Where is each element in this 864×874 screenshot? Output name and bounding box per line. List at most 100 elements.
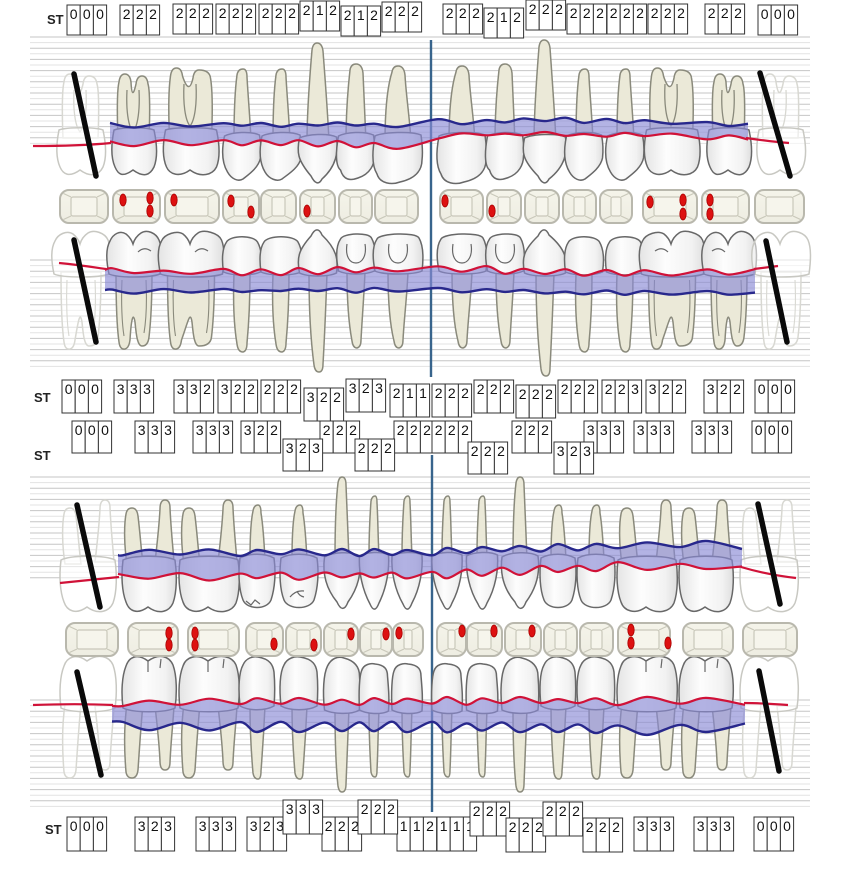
svg-text:3: 3 [212,818,220,834]
svg-text:2: 2 [320,389,328,405]
svg-text:3: 3 [649,381,657,397]
svg-text:2: 2 [189,5,197,21]
svg-text:3: 3 [650,818,658,834]
svg-text:3: 3 [250,818,258,834]
svg-text:1: 1 [400,818,408,834]
svg-text:2: 2 [471,443,479,459]
svg-text:2: 2 [333,389,341,405]
svg-text:3: 3 [695,422,703,438]
svg-text:3: 3 [299,801,307,817]
svg-text:3: 3 [151,422,159,438]
svg-text:3: 3 [117,381,125,397]
svg-text:3: 3 [143,381,151,397]
svg-text:2: 2 [257,422,265,438]
svg-text:2: 2 [277,381,285,397]
svg-text:3: 3 [375,380,383,396]
svg-text:1: 1 [413,818,421,834]
svg-text:2: 2 [176,5,184,21]
svg-text:3: 3 [312,801,320,817]
svg-text:2: 2 [262,5,270,21]
svg-text:2: 2 [358,440,366,456]
svg-text:3: 3 [130,381,138,397]
svg-text:0: 0 [787,6,795,22]
svg-text:2: 2 [535,819,543,835]
svg-text:0: 0 [771,381,779,397]
svg-text:2: 2 [490,381,498,397]
svg-text:3: 3 [190,381,198,397]
svg-text:2: 2 [370,7,378,23]
svg-text:0: 0 [755,422,763,438]
svg-text:2: 2 [618,381,626,397]
svg-text:0: 0 [83,6,91,22]
svg-text:3: 3 [697,818,705,834]
svg-text:2: 2 [513,9,521,25]
svg-text:2: 2 [572,803,580,819]
svg-text:3: 3 [164,818,172,834]
svg-text:2: 2 [397,422,405,438]
svg-text:2: 2 [675,381,683,397]
svg-text:3: 3 [177,381,185,397]
svg-text:2: 2 [219,5,227,21]
svg-text:3: 3 [307,389,315,405]
svg-text:2: 2 [623,5,631,21]
svg-text:0: 0 [91,381,99,397]
svg-text:2: 2 [303,2,311,18]
svg-text:2: 2 [448,385,456,401]
svg-text:2: 2 [610,5,618,21]
svg-text:1: 1 [453,818,461,834]
svg-text:2: 2 [245,5,253,21]
svg-text:2: 2 [299,440,307,456]
svg-text:2: 2 [596,5,604,21]
svg-text:2: 2 [484,443,492,459]
svg-text:2: 2 [247,381,255,397]
svg-text:2: 2 [545,386,553,402]
svg-text:2: 2 [136,6,144,22]
svg-text:0: 0 [75,422,83,438]
svg-text:3: 3 [199,818,207,834]
svg-text:0: 0 [96,6,104,22]
svg-text:2: 2 [426,818,434,834]
svg-text:3: 3 [631,381,639,397]
svg-text:2: 2 [486,803,494,819]
svg-text:2: 2 [528,422,536,438]
svg-text:0: 0 [83,818,91,834]
svg-text:1: 1 [406,385,414,401]
svg-text:1: 1 [440,818,448,834]
svg-text:ST: ST [34,390,51,405]
svg-text:2: 2 [393,385,401,401]
svg-text:2: 2 [411,3,419,19]
svg-text:2: 2 [385,3,393,19]
svg-text:3: 3 [663,818,671,834]
svg-text:2: 2 [734,5,742,21]
svg-text:2: 2 [423,422,431,438]
svg-text:ST: ST [34,448,51,463]
svg-text:2: 2 [487,9,495,25]
svg-text:0: 0 [783,818,791,834]
svg-text:2: 2 [351,818,359,834]
svg-text:ST: ST [45,822,62,837]
svg-text:2: 2 [410,422,418,438]
svg-text:0: 0 [65,381,73,397]
svg-text:2: 2 [323,422,331,438]
svg-text:3: 3 [708,422,716,438]
svg-text:3: 3 [276,818,284,834]
svg-text:2: 2 [232,5,240,21]
svg-text:3: 3 [663,422,671,438]
svg-text:2: 2 [529,1,537,17]
svg-text:2: 2 [509,819,517,835]
svg-text:ST: ST [47,12,64,27]
svg-text:2: 2 [664,5,672,21]
svg-text:0: 0 [770,818,778,834]
svg-text:3: 3 [221,381,229,397]
svg-text:0: 0 [96,818,104,834]
svg-text:2: 2 [435,385,443,401]
svg-text:2: 2 [288,5,296,21]
svg-text:0: 0 [757,818,765,834]
svg-text:2: 2 [361,801,369,817]
svg-text:2: 2 [720,381,728,397]
svg-text:3: 3 [650,422,658,438]
svg-text:0: 0 [758,381,766,397]
svg-text:2: 2 [461,385,469,401]
svg-text:2: 2 [574,381,582,397]
svg-text:2: 2 [384,440,392,456]
